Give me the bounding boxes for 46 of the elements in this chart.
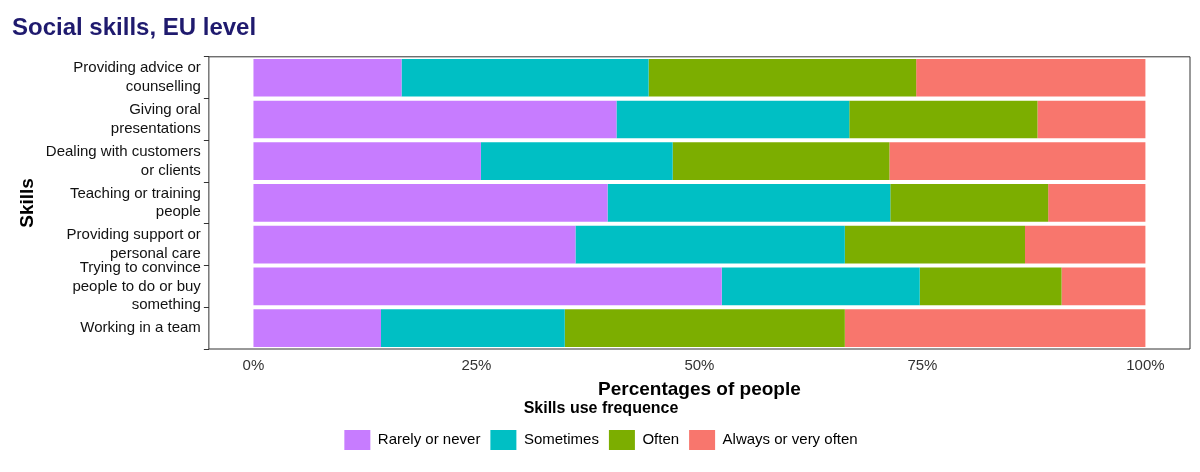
bar bbox=[919, 267, 1062, 306]
bar bbox=[253, 309, 382, 347]
bar bbox=[849, 100, 1038, 139]
legend-label: Rarely or never bbox=[377, 430, 481, 448]
bar bbox=[844, 225, 1025, 264]
bar bbox=[480, 142, 673, 180]
bar bbox=[1061, 267, 1146, 306]
bar bbox=[253, 58, 402, 97]
legend-label: Sometimes bbox=[523, 430, 599, 448]
bar bbox=[844, 309, 1146, 347]
bar bbox=[253, 225, 576, 264]
bar bbox=[575, 225, 845, 264]
bar bbox=[890, 184, 1049, 222]
bar bbox=[401, 58, 649, 97]
chart-title: Social skills, EU level bbox=[12, 13, 257, 41]
legend-label: Often bbox=[642, 430, 680, 448]
bar bbox=[253, 100, 617, 139]
legend-title: Skills use frequence bbox=[523, 399, 679, 417]
y-tick-label: Working in a team bbox=[80, 318, 201, 336]
x-axis-title: Percentages of people bbox=[598, 377, 801, 399]
bar bbox=[564, 309, 845, 347]
bar bbox=[648, 58, 917, 97]
y-tick-label: Teaching or training people bbox=[69, 183, 201, 220]
bar bbox=[381, 309, 565, 347]
bar bbox=[1037, 100, 1146, 139]
bar bbox=[916, 58, 1146, 97]
bar bbox=[253, 142, 481, 180]
bar bbox=[1048, 184, 1146, 222]
bar bbox=[253, 267, 722, 306]
y-tick-label: Providing advice or counselling bbox=[73, 58, 201, 95]
x-tick-label: 25% bbox=[461, 356, 492, 374]
y-tick-label: Giving oral presentations bbox=[110, 100, 201, 136]
y-axis-title: Skills bbox=[15, 178, 37, 228]
bar bbox=[889, 142, 1146, 180]
bar bbox=[672, 142, 890, 180]
x-tick-label: 75% bbox=[907, 356, 938, 374]
bar bbox=[721, 267, 920, 306]
bar bbox=[253, 184, 608, 222]
x-tick-label: 100% bbox=[1126, 356, 1165, 374]
x-tick-label: 0% bbox=[242, 356, 265, 374]
x-tick-label: 50% bbox=[684, 356, 715, 374]
bar bbox=[607, 184, 891, 222]
bar bbox=[1024, 225, 1146, 264]
y-tick-label: Dealing with customers or clients bbox=[45, 141, 201, 178]
bar bbox=[616, 100, 850, 139]
legend-label: Always or very often bbox=[722, 430, 858, 448]
